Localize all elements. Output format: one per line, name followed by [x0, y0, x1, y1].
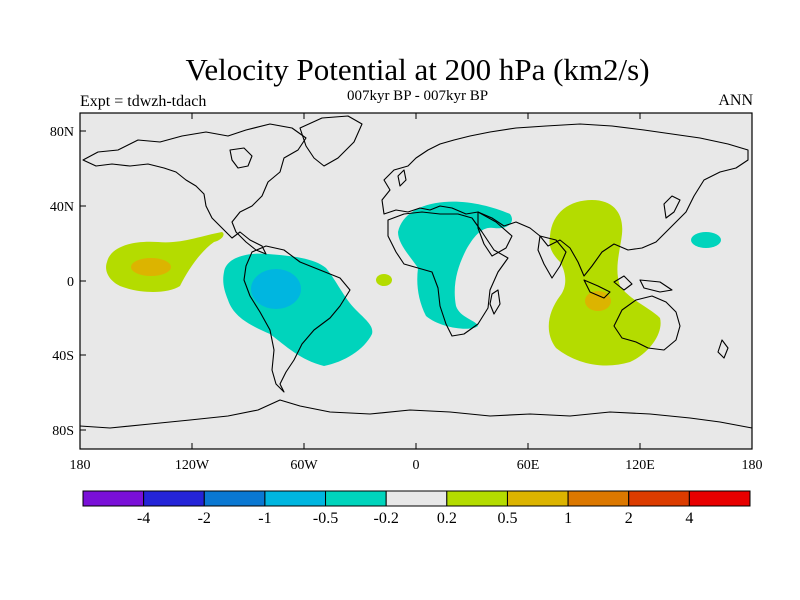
coastlines — [79, 115, 753, 429]
season-label: ANN — [718, 92, 753, 109]
madagascar — [489, 289, 501, 315]
new-zealand — [717, 339, 729, 359]
colorbar-label: -0.5 — [313, 510, 338, 527]
lat-tick-label: 0 — [67, 275, 74, 290]
north-america-coast — [82, 123, 307, 255]
india-coast — [537, 235, 567, 279]
lon-tick-label: 180 — [70, 458, 91, 473]
colorbar-label: 4 — [685, 510, 693, 527]
lat-tick-label: 40N — [50, 200, 74, 215]
lat-tick-label: 80N — [50, 125, 74, 140]
colorbar-swatch — [325, 490, 387, 507]
lat-tick-label: 40S — [52, 349, 74, 364]
colorbar-swatch — [264, 490, 327, 507]
lon-tick-label: 180 — [742, 458, 763, 473]
lon-tick-label: 60W — [290, 458, 318, 473]
colorbar-label: 2 — [625, 510, 633, 527]
colorbar-swatch — [567, 490, 630, 507]
experiment-label: Expt = tdwzh-tdach — [80, 93, 207, 110]
south-america-negative-core — [251, 269, 301, 309]
colorbar-swatch — [446, 490, 508, 507]
antarctica-coast — [79, 399, 753, 429]
colorbar-label: 0.2 — [437, 510, 457, 527]
colorbar-label: -0.2 — [374, 510, 399, 527]
colorbar-swatch — [628, 490, 690, 507]
colorbar-label: -2 — [198, 510, 211, 527]
colorbar-labels: -4 -2 -1 -0.5 -0.2 0.2 0.5 1 2 4 — [137, 510, 693, 527]
colorbar-swatch — [203, 490, 266, 507]
australia-coast — [613, 295, 681, 351]
colorbar-label: 0.5 — [497, 510, 517, 527]
lon-tick-label: 120E — [625, 458, 655, 473]
indian-ocean-positive-core — [585, 291, 611, 311]
lon-tick-label: 60E — [517, 458, 540, 473]
colorbar-label: 1 — [564, 510, 572, 527]
africa-negative-region — [398, 201, 513, 329]
lon-tick-label: 0 — [413, 458, 420, 473]
colorbar-swatch — [82, 490, 145, 507]
pacific-positive-core — [131, 258, 171, 276]
lon-tick-label: 120W — [175, 458, 210, 473]
indian-ocean-positive-region — [548, 200, 661, 366]
colorbar-label: -1 — [258, 510, 271, 527]
colorbar-swatch — [506, 490, 569, 507]
colorbar-swatch — [385, 490, 448, 507]
maritime-continent — [583, 275, 673, 299]
plot-subtitle: 007kyr BP - 007kyr BP — [346, 88, 489, 104]
greenland-coast — [299, 115, 363, 167]
africa-coast — [387, 211, 509, 337]
atlantic-negative-spot — [376, 274, 392, 286]
europe-asia-coast — [381, 123, 749, 277]
anomaly-fields — [106, 200, 721, 366]
plot-title: Velocity Potential at 200 hPa (km2/s) — [185, 52, 650, 87]
colorbar-swatch — [688, 490, 751, 507]
japan-islands — [663, 195, 681, 219]
tick-marks — [79, 113, 753, 449]
uk-islands — [397, 169, 407, 187]
colorbar-swatch — [143, 490, 205, 507]
colorbar-label: -4 — [137, 510, 150, 527]
south-america-coast — [243, 245, 351, 393]
west-pacific-negative-spot — [691, 232, 721, 248]
hudson-bay — [229, 147, 253, 169]
lat-tick-label: 80S — [52, 424, 74, 439]
arabian-peninsula — [477, 211, 513, 257]
colorbar — [82, 490, 751, 507]
